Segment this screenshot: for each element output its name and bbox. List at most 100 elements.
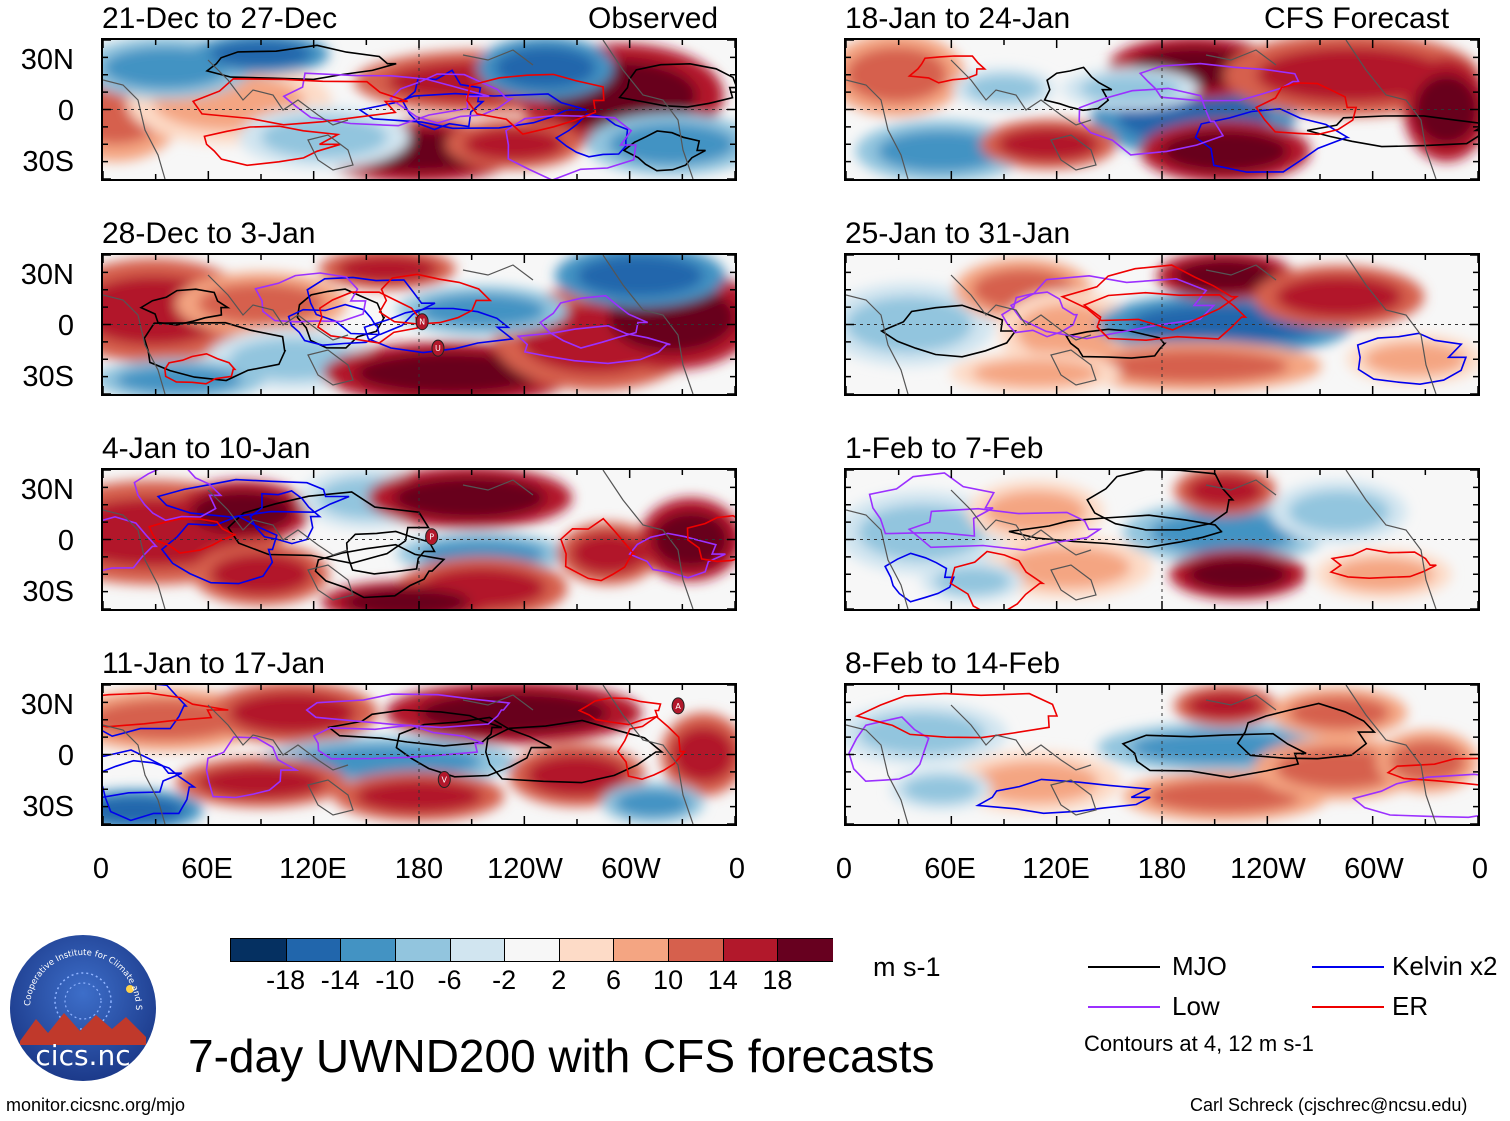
anomaly-blob (997, 127, 1099, 161)
contour-er (1082, 291, 1248, 342)
contour-low (868, 472, 996, 537)
colorbar-segment (613, 939, 670, 961)
storm-marker[interactable]: V (437, 771, 451, 789)
panel-title: 21-Dec to 27-Dec (102, 2, 338, 35)
contour-er (466, 73, 605, 135)
contour-low (254, 272, 367, 323)
contour-er (1255, 82, 1358, 136)
colorbar-tick-label: 2 (551, 965, 567, 995)
coastline (1205, 479, 1277, 496)
contour-low (539, 294, 649, 349)
anomaly-blob (343, 588, 470, 609)
legend-note: Contours at 4, 12 m s-1 (1084, 1031, 1314, 1056)
y-tick-label: 30N (20, 474, 74, 506)
anomaly-blob (355, 779, 483, 813)
coastline (307, 564, 354, 601)
colorbar-segment (777, 939, 834, 961)
contour-er (164, 352, 237, 385)
colorbar-segment (285, 939, 342, 961)
anomaly-blob (1275, 275, 1403, 318)
coastline (950, 489, 1092, 556)
coastline (307, 779, 354, 816)
colorbar-segment (504, 939, 561, 961)
contour-kelvin-x- (103, 685, 188, 738)
legend-line-kelvin (1312, 966, 1384, 968)
y-tick-label: 30N (20, 689, 74, 721)
y-tick-label: 30N (20, 259, 74, 291)
map-canvas: VA (103, 685, 735, 824)
anomaly-field (846, 40, 1478, 179)
anomaly-blob (197, 765, 325, 799)
x-tick-label: 60E (924, 853, 976, 885)
coastline (307, 349, 354, 386)
anomaly-field (103, 40, 735, 179)
contour-low (1000, 291, 1079, 338)
contour-mjo (143, 321, 287, 382)
colorbar-tick-label: -18 (266, 965, 306, 995)
contour-kelvin-x- (357, 92, 588, 130)
footer-url[interactable]: monitor.cicsnc.org/mjo (6, 1095, 186, 1115)
contour-low (505, 114, 637, 179)
contour-mjo (1121, 732, 1307, 779)
coastline (103, 79, 166, 179)
coastline (846, 724, 909, 824)
legend-label-kelvin: Kelvin x2 (1392, 951, 1498, 981)
storm-marker-letter: N (419, 318, 425, 327)
map-canvas (846, 255, 1478, 394)
contour-mjo (879, 304, 1017, 358)
anomaly-blob (463, 127, 565, 161)
coastline (103, 294, 166, 394)
coastline (950, 274, 1092, 341)
coastline (1050, 134, 1097, 171)
anomaly-blob (1288, 490, 1390, 533)
storm-marker[interactable]: P (425, 528, 439, 546)
anomaly-blob (393, 476, 546, 519)
y-tick-label: 30N (20, 44, 74, 76)
storm-marker-body (425, 528, 439, 546)
x-tick-label: 120E (1022, 853, 1090, 885)
anomaly-blob (210, 553, 312, 596)
contour-low (1009, 274, 1216, 340)
colorbar-tick-label: 10 (653, 965, 684, 995)
contour-kelvin-x- (249, 490, 322, 545)
contour-low (1078, 87, 1225, 156)
storm-marker[interactable]: U (431, 339, 445, 357)
x-tick-label: 120W (487, 853, 563, 885)
contour-mjo (1043, 66, 1113, 112)
contour-kelvin-x- (363, 307, 515, 354)
anomaly-blob (972, 359, 1099, 388)
storm-marker-body (431, 339, 445, 357)
coastline (103, 509, 166, 609)
colorbar-tick-label: -10 (375, 965, 415, 995)
contour-er (907, 55, 987, 84)
x-tick-label: 0 (835, 853, 853, 885)
storm-marker[interactable]: A (671, 697, 685, 715)
coastline (846, 294, 909, 394)
y-tick-label: 0 (57, 95, 74, 127)
coastline (1050, 564, 1097, 601)
contour-low (133, 470, 223, 522)
panel-title: 4-Jan to 10-Jan (102, 432, 311, 465)
anomaly-blob (1332, 557, 1434, 591)
coastline (103, 724, 166, 824)
coastline (602, 685, 694, 824)
panel-title: 1-Feb to 7-Feb (845, 432, 1044, 465)
map-canvas: NU (103, 255, 735, 394)
contour-low (205, 736, 300, 799)
contour-mjo (622, 130, 706, 172)
x-tick-label: 60W (601, 853, 661, 885)
panel-title: 28-Dec to 3-Jan (102, 217, 316, 250)
legend-label-er: ER (1392, 991, 1429, 1021)
coastline (207, 489, 349, 556)
map-panel (844, 683, 1480, 826)
anomaly-blob (1288, 696, 1390, 730)
map-canvas (846, 470, 1478, 609)
coastline (207, 704, 349, 771)
contour-mjo (139, 288, 231, 326)
panel-title: 8-Feb to 14-Feb (845, 647, 1061, 680)
colorbar-segment (558, 939, 615, 961)
contour-mjo (1306, 115, 1478, 148)
anomaly-blob (115, 366, 243, 394)
storm-marker[interactable]: N (415, 313, 429, 331)
contour-low (628, 532, 726, 579)
